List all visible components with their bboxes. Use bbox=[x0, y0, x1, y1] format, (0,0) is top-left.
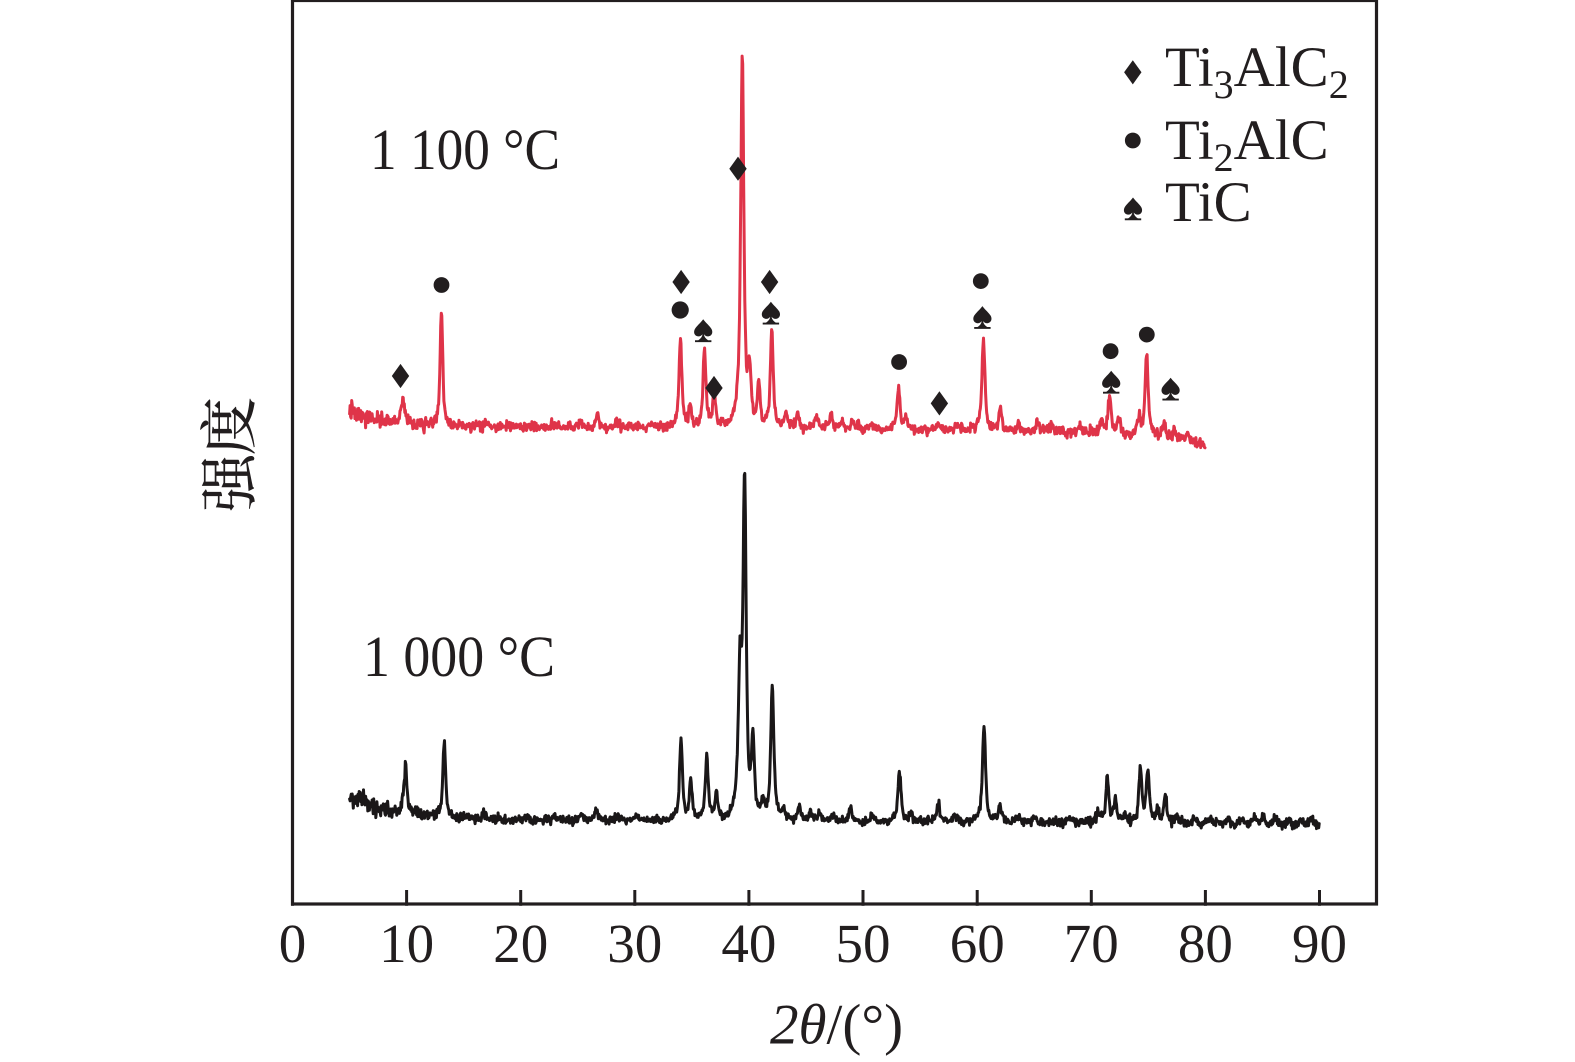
svg-text:90: 90 bbox=[1292, 913, 1347, 974]
svg-text:2θ/(°): 2θ/(°) bbox=[770, 994, 903, 1057]
svg-text:50: 50 bbox=[836, 913, 891, 974]
svg-text:Ti3AlC2: Ti3AlC2 bbox=[1165, 36, 1349, 107]
svg-text:80: 80 bbox=[1178, 913, 1233, 974]
svg-text:70: 70 bbox=[1064, 913, 1119, 974]
svg-text:Ti2AlC: Ti2AlC bbox=[1165, 109, 1329, 180]
svg-text:TiC: TiC bbox=[1165, 171, 1252, 234]
svg-text:40: 40 bbox=[721, 913, 776, 974]
svg-text:10: 10 bbox=[379, 913, 434, 974]
svg-text:0: 0 bbox=[279, 913, 307, 974]
svg-text:30: 30 bbox=[607, 913, 662, 974]
svg-text:20: 20 bbox=[493, 913, 548, 974]
svg-text:60: 60 bbox=[950, 913, 1005, 974]
svg-text:1 100 °C: 1 100 °C bbox=[370, 117, 560, 182]
svg-text:1 000 °C: 1 000 °C bbox=[363, 624, 555, 689]
